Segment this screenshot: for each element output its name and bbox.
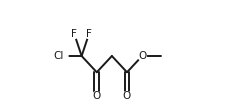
Text: O: O bbox=[137, 51, 146, 61]
Text: O: O bbox=[92, 91, 100, 101]
Text: F: F bbox=[71, 29, 77, 39]
Circle shape bbox=[59, 52, 68, 60]
Circle shape bbox=[70, 30, 78, 38]
Circle shape bbox=[122, 92, 131, 100]
Text: F: F bbox=[86, 29, 91, 39]
Circle shape bbox=[84, 30, 93, 38]
Circle shape bbox=[92, 92, 101, 100]
Text: Cl: Cl bbox=[53, 51, 63, 61]
Circle shape bbox=[137, 52, 146, 60]
Text: O: O bbox=[122, 91, 130, 101]
